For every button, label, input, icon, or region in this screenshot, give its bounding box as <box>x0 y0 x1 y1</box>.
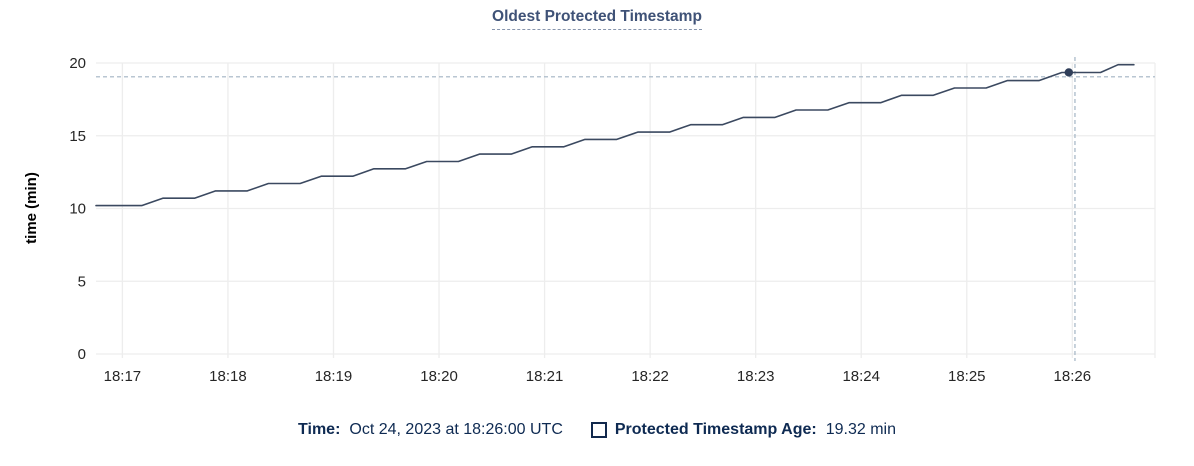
line-chart: time (min) 0 5 10 15 20 18:17 18:18 18:19 18:20 1… <box>23 55 1156 385</box>
y-tick-label: 5 <box>78 273 86 290</box>
y-tick-label: 20 <box>69 55 86 72</box>
x-tick-label: 18:26 <box>1054 368 1092 385</box>
y-axis-title: time (min) <box>23 172 40 244</box>
hover-readout-legend: Time: Oct 24, 2023 at 18:26:00 UTC Prote… <box>0 421 1194 439</box>
series-label: Protected Timestamp Age: <box>614 421 817 438</box>
time-label: Time: <box>298 421 341 438</box>
hover-time-readout: Time: Oct 24, 2023 at 18:26:00 UTC <box>298 421 563 439</box>
chart-title[interactable]: Oldest Protected Timestamp <box>492 8 702 30</box>
time-value: Oct 24, 2023 at 18:26:00 UTC <box>349 421 563 438</box>
y-tick-label: 0 <box>78 346 86 363</box>
x-tick-label: 18:21 <box>526 368 564 385</box>
x-tick-label: 18:22 <box>631 368 669 385</box>
x-tick-label: 18:18 <box>209 368 247 385</box>
x-tick-label: 18:19 <box>315 368 353 385</box>
series-value: 19.32 min <box>825 421 896 438</box>
y-tick-label: 15 <box>69 128 86 145</box>
chart-title-row: Oldest Protected Timestamp <box>0 0 1194 48</box>
x-tick-label: 18:20 <box>420 368 458 385</box>
hovered-point-dot <box>1064 68 1074 77</box>
x-tick-label: 18:24 <box>842 368 880 385</box>
series-swatch-icon <box>590 422 607 438</box>
plot-area[interactable] <box>96 63 1155 354</box>
series-line <box>95 63 1135 207</box>
legend-item-protected-timestamp-age[interactable]: Protected Timestamp Age: 19.32 min <box>590 421 896 439</box>
x-tick-label: 18:25 <box>948 368 986 385</box>
x-tick-label: 18:17 <box>104 368 142 385</box>
y-tick-label: 10 <box>69 201 86 218</box>
x-tick-label: 18:23 <box>737 368 775 385</box>
